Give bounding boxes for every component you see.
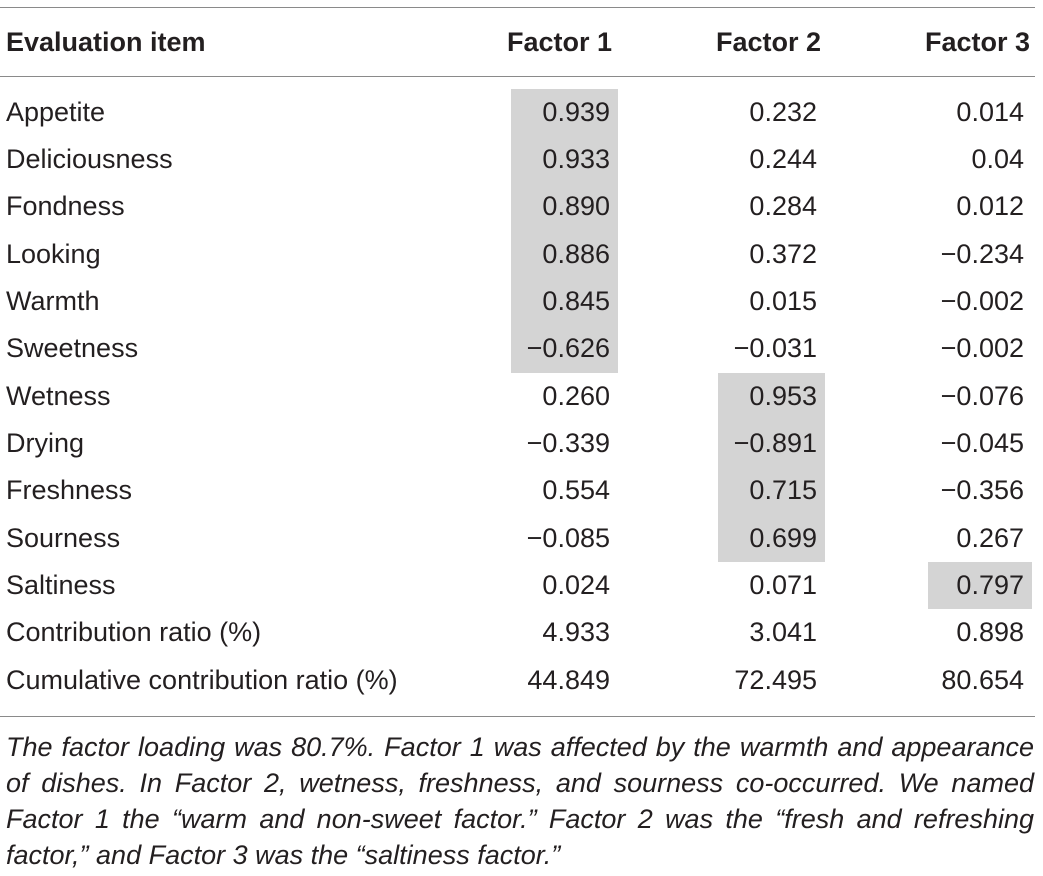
row-sourness-factor-1: −0.085 bbox=[526, 523, 610, 553]
table-row: Sweetness −0.626 −0.031 −0.002 bbox=[0, 325, 1043, 372]
row-item-wetness: Wetness bbox=[6, 381, 111, 411]
row-appetite-factor-1: 0.939 bbox=[542, 97, 610, 127]
row-item-freshness: Freshness bbox=[6, 475, 133, 505]
table-bottom-rule bbox=[0, 716, 1035, 717]
row-item-drying: Drying bbox=[6, 428, 85, 458]
factor-1-highlight bbox=[511, 89, 618, 373]
table-row: Fondness 0.890 0.284 0.012 bbox=[0, 183, 1043, 230]
table-row: Sourness −0.085 0.699 0.267 bbox=[0, 515, 1043, 562]
row-fondness-factor-2: 0.284 bbox=[749, 191, 817, 221]
header-evaluation-item: Evaluation item bbox=[6, 27, 206, 57]
factor-3-highlight bbox=[928, 562, 1032, 609]
table-footnote: The factor loading was 80.7%. Factor 1 w… bbox=[6, 732, 1034, 870]
row-sweetness-factor-2: −0.031 bbox=[733, 333, 817, 363]
table-row: Looking 0.886 0.372 −0.234 bbox=[0, 231, 1043, 278]
row-looking-factor-3: −0.234 bbox=[940, 239, 1024, 269]
row-fondness-factor-3: 0.012 bbox=[956, 191, 1024, 221]
row-item-appetite: Appetite bbox=[6, 97, 106, 127]
table-row: Wetness 0.260 0.953 −0.076 bbox=[0, 373, 1043, 420]
table-top-rule bbox=[0, 7, 1035, 8]
header-factor-2: Factor 2 bbox=[716, 27, 822, 57]
row-sourness-factor-3: 0.267 bbox=[956, 523, 1024, 553]
row-saltiness-factor-2: 0.071 bbox=[749, 570, 817, 600]
table-header-rule bbox=[0, 76, 1035, 77]
row-drying-factor-3: −0.045 bbox=[940, 428, 1024, 458]
row-item-deliciousness: Deliciousness bbox=[6, 144, 173, 174]
row-freshness-factor-1: 0.554 bbox=[542, 475, 610, 505]
table-row: Warmth 0.845 0.015 −0.002 bbox=[0, 278, 1043, 325]
row-deliciousness-factor-2: 0.244 bbox=[749, 144, 817, 174]
row-sweetness-factor-1: −0.626 bbox=[526, 333, 610, 363]
row-item-sourness: Sourness bbox=[6, 523, 121, 553]
row-sourness-factor-2: 0.699 bbox=[749, 523, 817, 553]
table-row: Appetite 0.939 0.232 0.014 bbox=[0, 89, 1043, 136]
row-appetite-factor-2: 0.232 bbox=[749, 97, 817, 127]
row-wetness-factor-1: 0.260 bbox=[542, 381, 610, 411]
row-cumulative-factor-3: 80.654 bbox=[941, 665, 1024, 695]
row-contribution-factor-2: 3.041 bbox=[749, 617, 817, 647]
row-item-contribution-ratio: Contribution ratio (%) bbox=[6, 617, 262, 647]
table-row: Saltiness 0.024 0.071 0.797 bbox=[0, 562, 1043, 609]
row-warmth-factor-1: 0.845 bbox=[542, 286, 610, 316]
row-wetness-factor-3: −0.076 bbox=[940, 381, 1024, 411]
row-saltiness-factor-1: 0.024 bbox=[542, 570, 610, 600]
row-item-looking: Looking bbox=[6, 239, 101, 269]
row-freshness-factor-2: 0.715 bbox=[749, 475, 817, 505]
row-cumulative-factor-2: 72.495 bbox=[734, 665, 817, 695]
row-looking-factor-2: 0.372 bbox=[749, 239, 817, 269]
row-looking-factor-1: 0.886 bbox=[542, 239, 610, 269]
row-sweetness-factor-3: −0.002 bbox=[940, 333, 1024, 363]
table-row: Deliciousness 0.933 0.244 0.04 bbox=[0, 136, 1043, 183]
table-row: Cumulative contribution ratio (%) 44.849… bbox=[0, 657, 1043, 704]
row-freshness-factor-3: −0.356 bbox=[940, 475, 1024, 505]
row-deliciousness-factor-1: 0.933 bbox=[542, 144, 610, 174]
row-item-cumulative-contribution-ratio: Cumulative contribution ratio (%) bbox=[6, 665, 398, 695]
row-warmth-factor-3: −0.002 bbox=[940, 286, 1024, 316]
row-cumulative-factor-1: 44.849 bbox=[527, 665, 610, 695]
row-warmth-factor-2: 0.015 bbox=[749, 286, 817, 316]
factor-2-highlight bbox=[718, 373, 825, 562]
row-appetite-factor-3: 0.014 bbox=[956, 97, 1024, 127]
header-factor-3: Factor 3 bbox=[925, 27, 1031, 57]
table-row: Drying −0.339 −0.891 −0.045 bbox=[0, 420, 1043, 467]
row-item-fondness: Fondness bbox=[6, 191, 125, 221]
row-item-saltiness: Saltiness bbox=[6, 570, 116, 600]
row-drying-factor-1: −0.339 bbox=[526, 428, 610, 458]
row-item-sweetness: Sweetness bbox=[6, 333, 139, 363]
row-item-warmth: Warmth bbox=[6, 286, 100, 316]
table-row: Contribution ratio (%) 4.933 3.041 0.898 bbox=[0, 609, 1043, 656]
header-factor-1: Factor 1 bbox=[507, 27, 613, 57]
row-deliciousness-factor-3: 0.04 bbox=[971, 144, 1024, 174]
row-drying-factor-2: −0.891 bbox=[733, 428, 817, 458]
row-contribution-factor-3: 0.898 bbox=[956, 617, 1024, 647]
row-fondness-factor-1: 0.890 bbox=[542, 191, 610, 221]
row-wetness-factor-2: 0.953 bbox=[749, 381, 817, 411]
table-row: Freshness 0.554 0.715 −0.356 bbox=[0, 467, 1043, 514]
row-contribution-factor-1: 4.933 bbox=[542, 617, 610, 647]
row-saltiness-factor-3: 0.797 bbox=[956, 570, 1024, 600]
